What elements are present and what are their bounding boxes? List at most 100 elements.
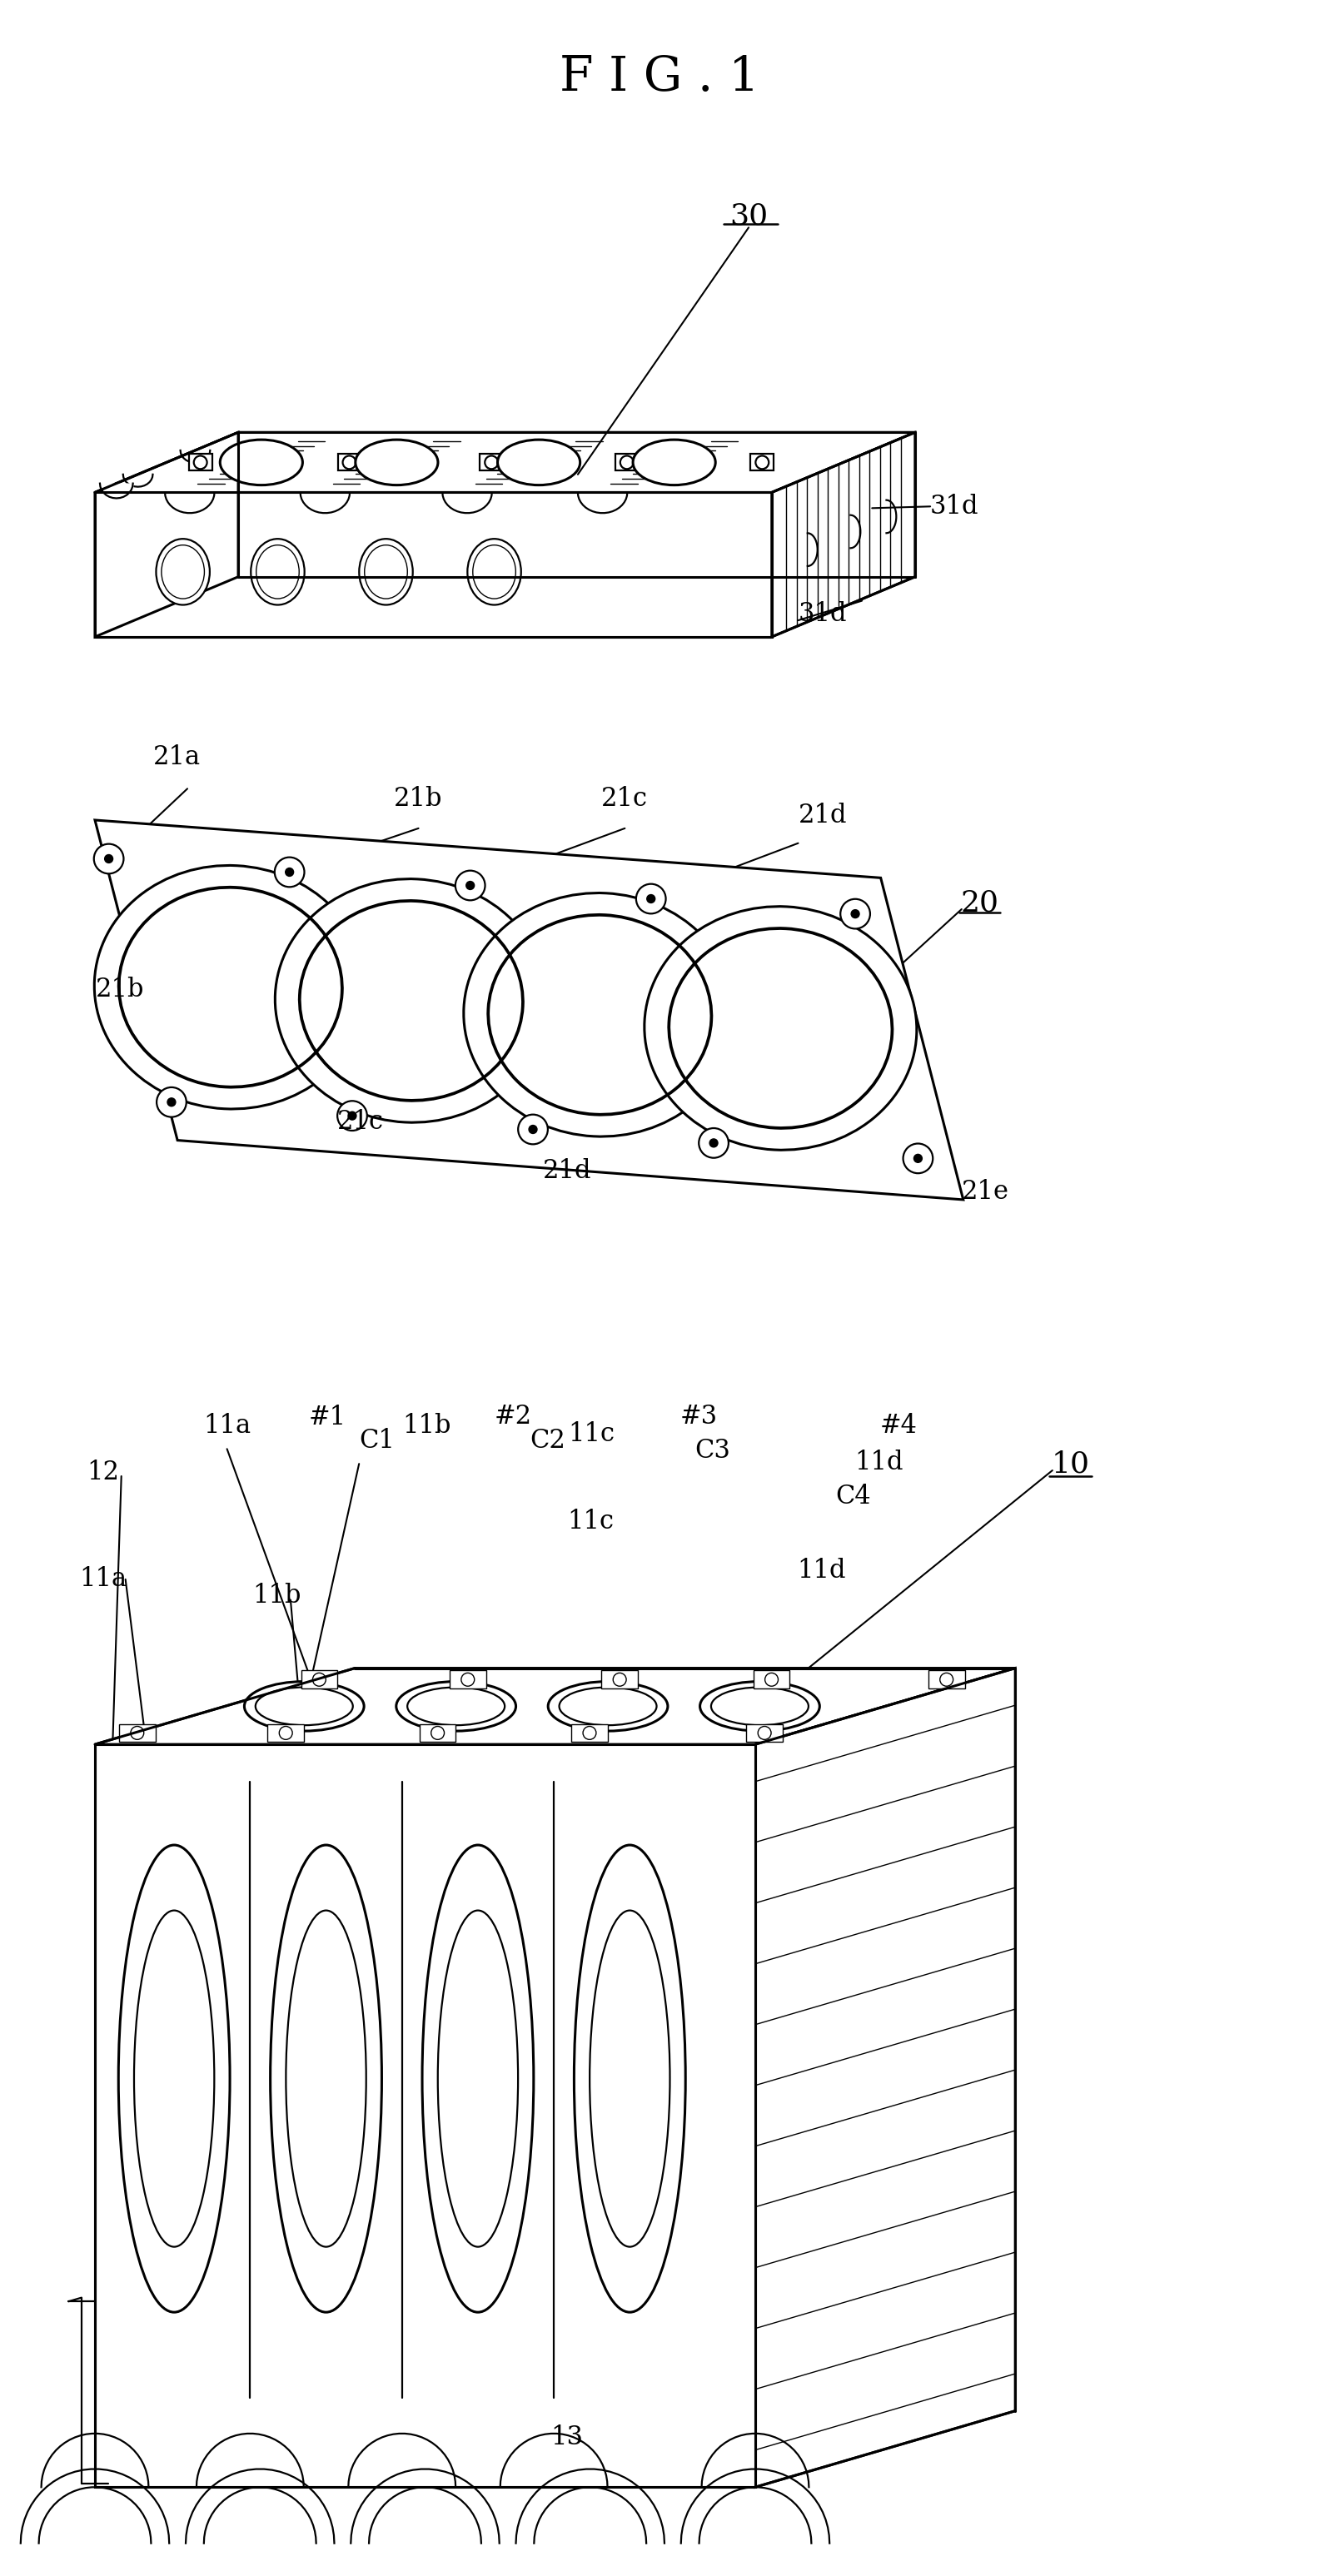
Ellipse shape	[270, 1844, 381, 2313]
Text: 13: 13	[551, 2424, 583, 2450]
Circle shape	[168, 1097, 175, 1105]
Text: 10: 10	[1051, 1450, 1089, 1479]
Circle shape	[348, 1113, 356, 1121]
Polygon shape	[480, 453, 503, 471]
Circle shape	[518, 1115, 547, 1144]
Text: 21c: 21c	[601, 786, 648, 811]
Text: 11d: 11d	[855, 1450, 904, 1476]
Ellipse shape	[359, 538, 413, 605]
Polygon shape	[268, 1723, 303, 1741]
Polygon shape	[601, 1669, 638, 1690]
Circle shape	[940, 1672, 954, 1687]
Ellipse shape	[574, 1844, 686, 2313]
Ellipse shape	[559, 1687, 657, 1726]
Text: 21a: 21a	[153, 744, 200, 770]
Circle shape	[94, 845, 124, 873]
Circle shape	[280, 1726, 293, 1739]
Text: 21b: 21b	[394, 786, 443, 811]
Polygon shape	[747, 1723, 782, 1741]
Ellipse shape	[438, 1911, 518, 2246]
Ellipse shape	[497, 440, 580, 484]
Ellipse shape	[422, 1844, 534, 2313]
Text: #3: #3	[681, 1404, 718, 1430]
Polygon shape	[95, 819, 963, 1200]
Ellipse shape	[700, 1682, 819, 1731]
Circle shape	[840, 899, 871, 930]
Text: 11c: 11c	[567, 1510, 613, 1535]
Ellipse shape	[645, 907, 917, 1149]
Ellipse shape	[467, 538, 521, 605]
Ellipse shape	[276, 878, 547, 1123]
Circle shape	[285, 868, 294, 876]
Circle shape	[646, 894, 656, 904]
Ellipse shape	[464, 894, 736, 1136]
Circle shape	[765, 1672, 778, 1687]
Ellipse shape	[244, 1682, 364, 1731]
Circle shape	[758, 1726, 772, 1739]
Circle shape	[431, 1726, 445, 1739]
Polygon shape	[751, 453, 774, 471]
Circle shape	[756, 456, 769, 469]
Ellipse shape	[590, 1911, 670, 2246]
Circle shape	[466, 881, 475, 889]
Text: C1: C1	[359, 1427, 394, 1453]
Text: 21d: 21d	[798, 804, 847, 829]
Polygon shape	[189, 453, 212, 471]
Text: #1: #1	[309, 1404, 347, 1430]
Text: 12: 12	[87, 1458, 120, 1484]
Text: 21d: 21d	[542, 1159, 591, 1185]
Circle shape	[914, 1154, 922, 1162]
Circle shape	[343, 456, 356, 469]
Polygon shape	[95, 1744, 756, 2488]
Circle shape	[104, 855, 113, 863]
Polygon shape	[95, 1669, 1016, 1744]
Circle shape	[485, 456, 499, 469]
Ellipse shape	[633, 440, 715, 484]
Ellipse shape	[549, 1682, 667, 1731]
Text: #4: #4	[880, 1414, 918, 1440]
Polygon shape	[119, 1723, 156, 1741]
Ellipse shape	[256, 1687, 353, 1726]
Circle shape	[313, 1672, 326, 1687]
Circle shape	[462, 1672, 475, 1687]
Text: 21c: 21c	[338, 1108, 384, 1133]
Polygon shape	[615, 453, 638, 471]
Text: 11b: 11b	[402, 1414, 451, 1440]
Text: C4: C4	[835, 1484, 871, 1510]
Ellipse shape	[408, 1687, 505, 1726]
Polygon shape	[95, 433, 239, 636]
Text: 11a: 11a	[79, 1566, 127, 1592]
Polygon shape	[571, 1723, 608, 1741]
Circle shape	[851, 909, 860, 917]
Circle shape	[636, 884, 666, 914]
Ellipse shape	[135, 1911, 214, 2246]
Polygon shape	[756, 1669, 1016, 2488]
Polygon shape	[772, 433, 915, 636]
Ellipse shape	[711, 1687, 809, 1726]
Text: F I G . 1: F I G . 1	[559, 54, 760, 100]
Ellipse shape	[220, 440, 302, 484]
Ellipse shape	[119, 1844, 230, 2313]
Ellipse shape	[156, 538, 210, 605]
Polygon shape	[753, 1669, 790, 1690]
Text: C2: C2	[530, 1427, 566, 1453]
Polygon shape	[301, 1669, 338, 1690]
Circle shape	[274, 858, 305, 886]
Text: 11a: 11a	[203, 1414, 251, 1440]
Circle shape	[613, 1672, 627, 1687]
Ellipse shape	[251, 538, 305, 605]
Text: 21e: 21e	[962, 1180, 1009, 1206]
Circle shape	[194, 456, 207, 469]
Text: C3: C3	[695, 1437, 731, 1463]
Ellipse shape	[355, 440, 438, 484]
Polygon shape	[419, 1723, 456, 1741]
Text: 11b: 11b	[252, 1582, 301, 1610]
Text: 30: 30	[729, 201, 768, 229]
Text: 20: 20	[960, 889, 998, 917]
Circle shape	[455, 871, 485, 899]
Polygon shape	[450, 1669, 485, 1690]
Text: 21b: 21b	[96, 976, 145, 1002]
Polygon shape	[338, 453, 361, 471]
Text: #2: #2	[495, 1404, 532, 1430]
Polygon shape	[929, 1669, 964, 1690]
